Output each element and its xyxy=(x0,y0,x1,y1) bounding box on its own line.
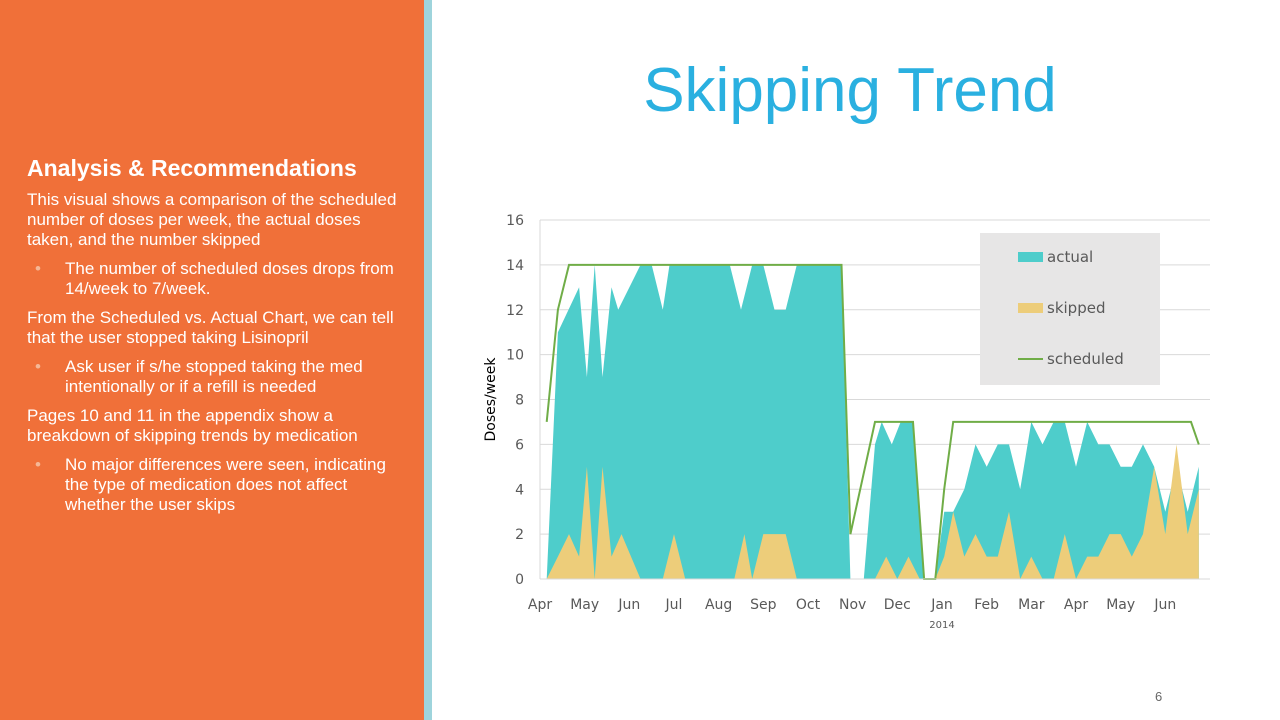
page-number: 6 xyxy=(1155,689,1163,704)
y-tick-label: 2 xyxy=(515,527,524,543)
x-tick-label: Sep xyxy=(750,597,777,613)
x-tick-label: Nov xyxy=(839,597,866,613)
legend-label: scheduled xyxy=(1047,350,1124,368)
bullet-icon: • xyxy=(35,357,41,376)
x-tick-label: Jun xyxy=(1153,597,1176,613)
slide-title: Skipping Trend xyxy=(643,56,1057,125)
analysis-section: Analysis & Recommendations This visual s… xyxy=(27,152,399,524)
y-tick-label: 16 xyxy=(506,213,524,229)
bullet-text: No major differences were seen, indicati… xyxy=(65,455,386,514)
x-tick-label: Apr xyxy=(1064,597,1088,613)
x-tick-label: Oct xyxy=(796,597,821,613)
left-panel xyxy=(0,0,424,720)
x-tick-label: Jan xyxy=(930,597,953,613)
year-label: 2014 xyxy=(929,620,954,631)
bullet-item: • No major differences were seen, indica… xyxy=(27,455,399,515)
appendix-paragraph: Pages 10 and 11 in the appendix show a b… xyxy=(27,406,358,445)
y-tick-label: 12 xyxy=(506,303,524,319)
x-tick-label: May xyxy=(1106,597,1135,613)
y-tick-label: 0 xyxy=(515,572,524,588)
y-tick-label: 4 xyxy=(515,482,524,498)
intro-paragraph: This visual shows a comparison of the sc… xyxy=(27,190,397,249)
bullet-icon: • xyxy=(35,455,41,474)
x-tick-label: Feb xyxy=(974,597,999,613)
y-tick-label: 14 xyxy=(506,258,524,274)
schedule-paragraph: From the Scheduled vs. Actual Chart, we … xyxy=(27,308,394,347)
x-tick-label: Jul xyxy=(665,597,683,613)
bullet-item: • Ask user if s/he stopped taking the me… xyxy=(27,357,399,397)
y-axis-title: Doses/week xyxy=(483,357,499,442)
x-tick-label: Dec xyxy=(884,597,911,613)
actual-area xyxy=(546,264,1199,579)
y-tick-label: 10 xyxy=(506,348,524,364)
x-tick-label: May xyxy=(570,597,599,613)
bullet-text: Ask user if s/he stopped taking the med … xyxy=(65,357,363,396)
legend-swatch-actual xyxy=(1018,252,1043,262)
x-tick-label: Mar xyxy=(1018,597,1045,613)
left-stripe xyxy=(424,0,432,720)
bullet-item: • The number of scheduled doses drops fr… xyxy=(27,259,399,299)
skipped-area xyxy=(546,444,1199,579)
legend-label: skipped xyxy=(1047,299,1105,317)
y-tick-label: 6 xyxy=(515,437,524,453)
legend-swatch-skipped xyxy=(1018,303,1043,313)
x-tick-label: Aug xyxy=(705,597,732,613)
skipping-trend-chart: 0 2 4 6 8 10 12 14 16 Doses/week Apr May Jun Jul Aug Se… xyxy=(483,213,1210,631)
bullet-text: The number of scheduled doses drops from… xyxy=(65,259,394,298)
x-tick-label: Jun xyxy=(617,597,640,613)
y-tick-label: 8 xyxy=(515,393,524,409)
analysis-heading: Analysis & Recommendations xyxy=(27,155,357,181)
legend-label: actual xyxy=(1047,248,1093,266)
bullet-icon: • xyxy=(35,259,41,278)
scheduled-line xyxy=(545,263,1200,580)
legend-box xyxy=(980,233,1160,385)
x-tick-label: Apr xyxy=(528,597,552,613)
